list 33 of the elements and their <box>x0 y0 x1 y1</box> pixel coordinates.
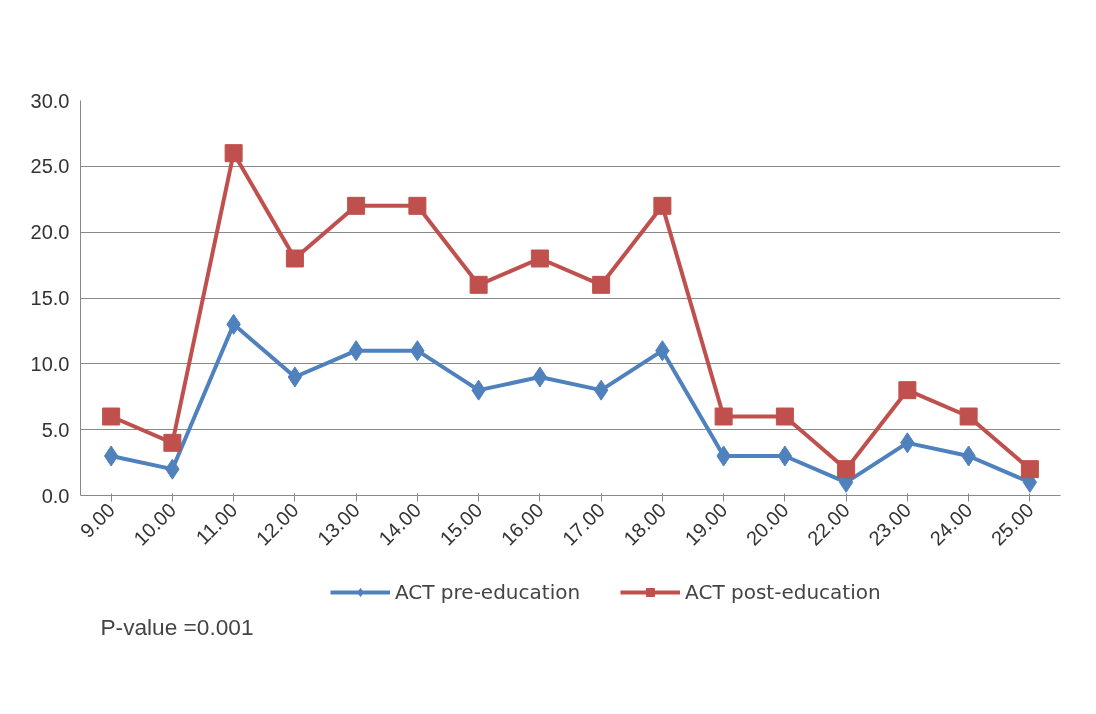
point <box>592 275 611 294</box>
point <box>653 196 672 215</box>
point <box>959 407 978 426</box>
point <box>898 381 917 400</box>
legend-label: ACT post-education <box>685 580 881 604</box>
point <box>285 249 304 268</box>
point <box>102 407 121 426</box>
point <box>163 433 182 452</box>
y-tick-label: 25.0 <box>30 155 70 178</box>
point <box>532 366 548 388</box>
legend-label: ACT pre-education <box>395 580 581 604</box>
point <box>224 144 243 163</box>
point <box>347 196 366 215</box>
y-tick-label: 0.0 <box>41 484 70 507</box>
point <box>837 460 856 479</box>
point <box>348 340 364 362</box>
point <box>287 366 303 388</box>
y-tick-label: 5.0 <box>41 418 70 441</box>
x-tick-label: 9.00 <box>75 498 119 542</box>
point <box>530 249 549 268</box>
point <box>593 379 609 401</box>
point <box>103 445 119 467</box>
text: P-value =0.001 <box>100 613 254 640</box>
point <box>777 445 793 467</box>
point <box>714 407 733 426</box>
y-tick-label: 15.0 <box>30 287 70 309</box>
y-tick-label: 20.0 <box>30 221 70 244</box>
y-tick-label: 10.0 <box>30 352 70 375</box>
point <box>469 275 488 294</box>
point <box>1020 460 1039 479</box>
y-tick-label: 30.0 <box>30 89 70 112</box>
point <box>775 407 794 426</box>
point <box>408 196 427 215</box>
